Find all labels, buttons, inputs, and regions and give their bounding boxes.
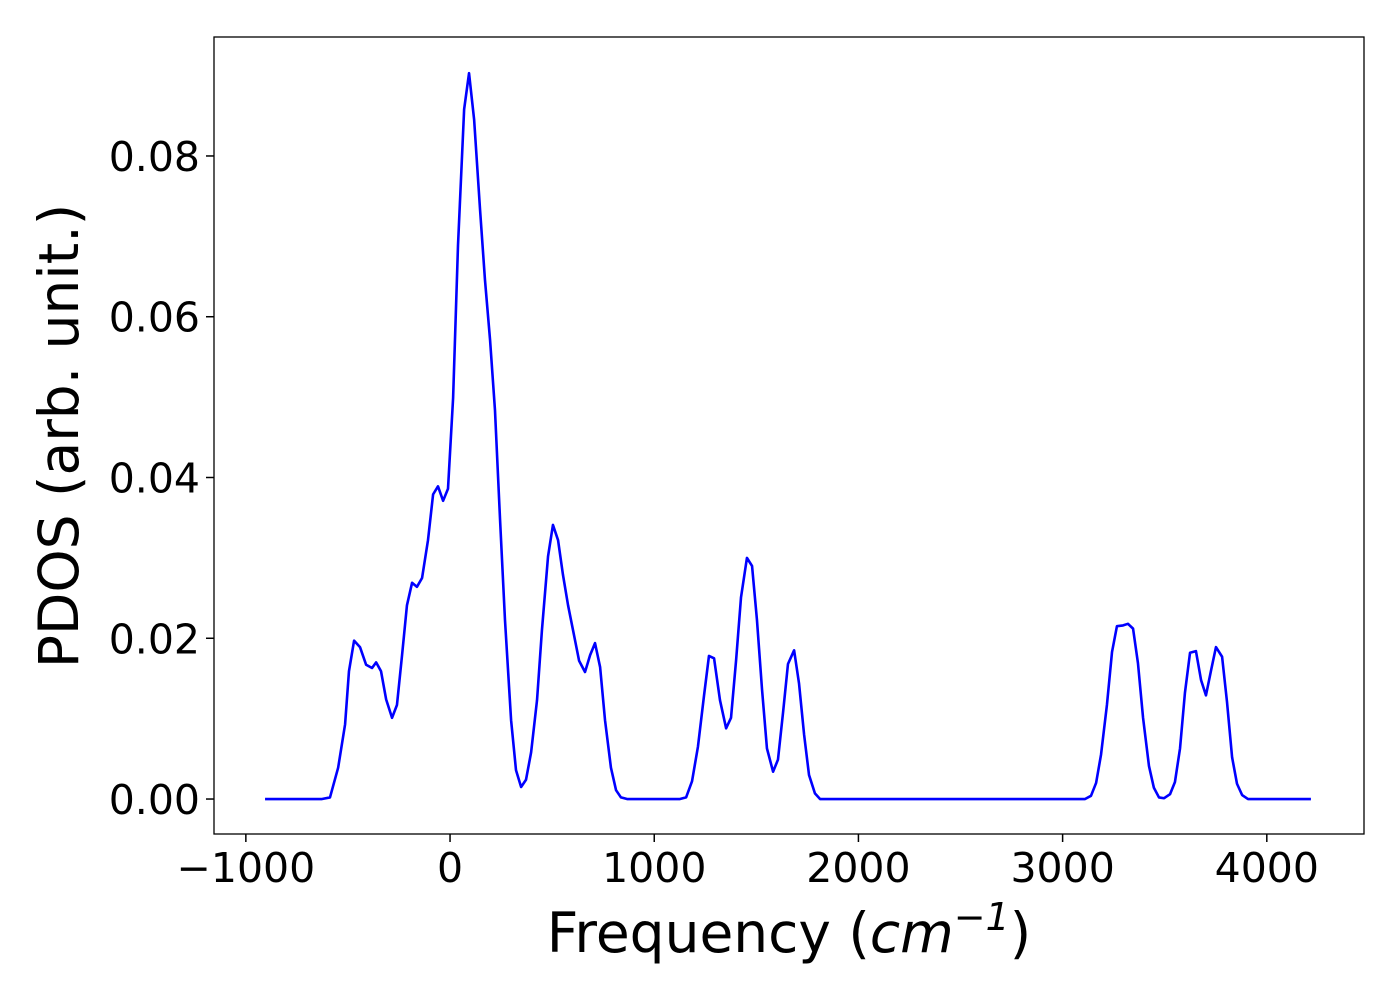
y-tick-label: 0.00 [109,776,200,824]
y-tick-label: 0.08 [109,133,200,181]
x-axis-label: Frequency (cm−1) [547,895,1031,965]
x-tick-label: 0 [437,844,463,892]
y-tick-label: 0.04 [109,455,200,503]
data-line [265,71,1311,801]
plot-frame [213,36,1365,835]
y-axis-label: PDOS (arb. unit.) [27,204,91,668]
y-tick-label: 0.06 [109,294,200,342]
x-tick-label: 4000 [1215,844,1319,892]
y-tick-label: 0.02 [109,615,200,663]
x-tick-label: 2000 [806,844,910,892]
x-label-close: ) [1010,901,1031,965]
x-label-sup: −1 [954,895,1010,939]
x-tick-label: 1000 [602,844,706,892]
x-tick-label: −1000 [177,844,316,892]
x-tick-label: 3000 [1010,844,1114,892]
x-label-var: cm [870,901,954,965]
x-label-text: Frequency ( [547,901,870,965]
